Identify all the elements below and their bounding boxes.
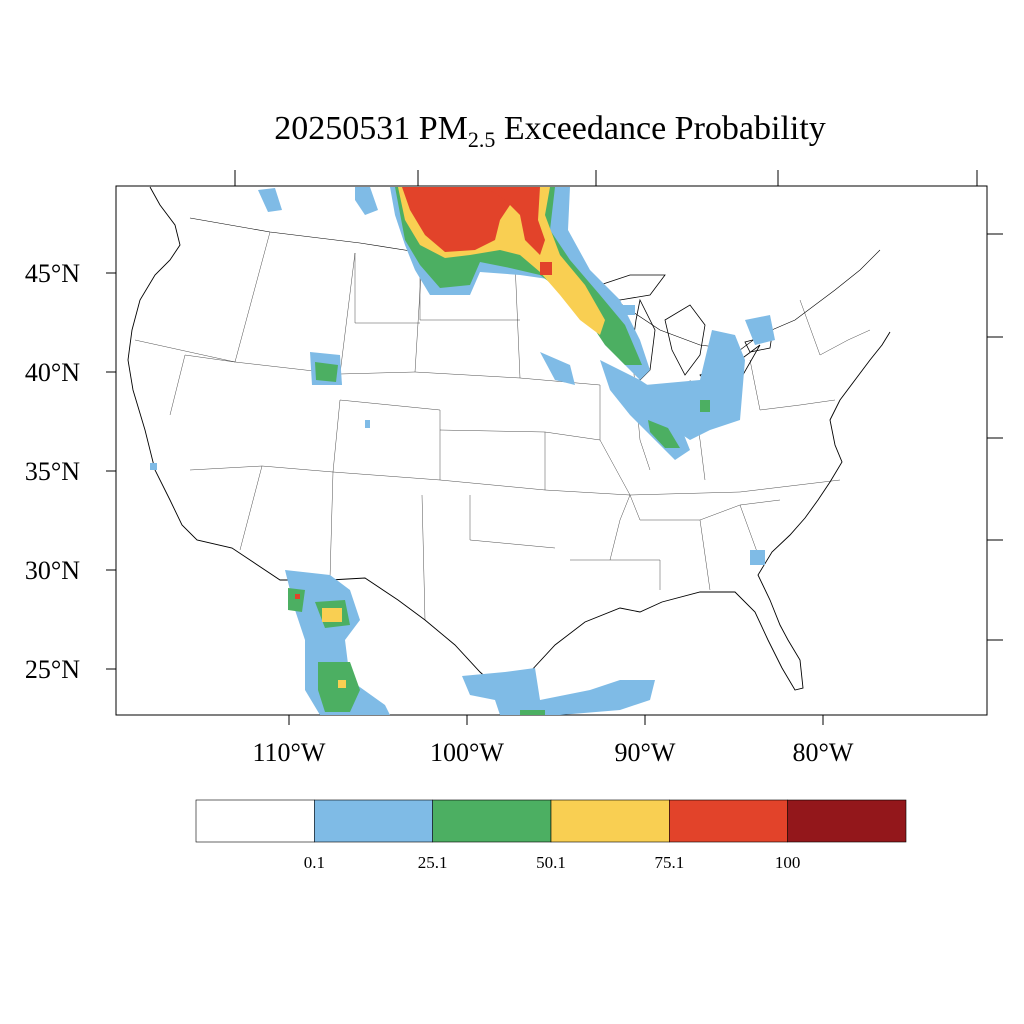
lat-label-35: 35°N bbox=[25, 457, 80, 486]
map-content bbox=[127, 186, 891, 715]
title-pm: PM bbox=[418, 110, 468, 147]
title-rest: Exceedance Probability bbox=[495, 110, 826, 147]
lat-label-45: 45°N bbox=[25, 259, 80, 288]
axis-ticks bbox=[106, 170, 1003, 725]
colorbar-segment bbox=[669, 799, 788, 843]
title-subscript: 2.5 bbox=[467, 126, 496, 152]
colorbar-segment bbox=[195, 799, 315, 843]
colorbar-segment bbox=[550, 799, 670, 843]
lon-label-110w: 110°W bbox=[253, 738, 326, 767]
lat-label-30: 30°N bbox=[25, 556, 80, 585]
colorbar-label: 0.1 bbox=[304, 853, 325, 872]
lat-label-40: 40°N bbox=[25, 358, 80, 387]
colorbar-segment bbox=[432, 799, 552, 843]
lat-label-25: 25°N bbox=[25, 655, 80, 684]
title-date: 20250531 bbox=[274, 110, 411, 147]
lon-label-100w: 100°W bbox=[430, 738, 504, 767]
map-title: 20250531 PM2.5 Exceedance Probability bbox=[0, 110, 1024, 153]
lon-label-80w: 80°W bbox=[793, 738, 854, 767]
colorbar-segment bbox=[314, 799, 433, 843]
colorbar: 0.1 25.1 50.1 75.1 100 bbox=[195, 799, 907, 872]
colorbar-label: 75.1 bbox=[654, 853, 684, 872]
lat-labels: 45°N 40°N 35°N 30°N 25°N bbox=[25, 259, 80, 684]
colorbar-label: 25.1 bbox=[418, 853, 448, 872]
colorbar-label: 100 bbox=[775, 853, 801, 872]
colorbar-label: 50.1 bbox=[536, 853, 566, 872]
lon-label-90w: 90°W bbox=[615, 738, 676, 767]
prob-layer-red bbox=[295, 187, 552, 599]
state-lines bbox=[134, 231, 871, 621]
lon-labels: 110°W 100°W 90°W 80°W bbox=[253, 738, 854, 767]
colorbar-segment bbox=[787, 799, 907, 843]
